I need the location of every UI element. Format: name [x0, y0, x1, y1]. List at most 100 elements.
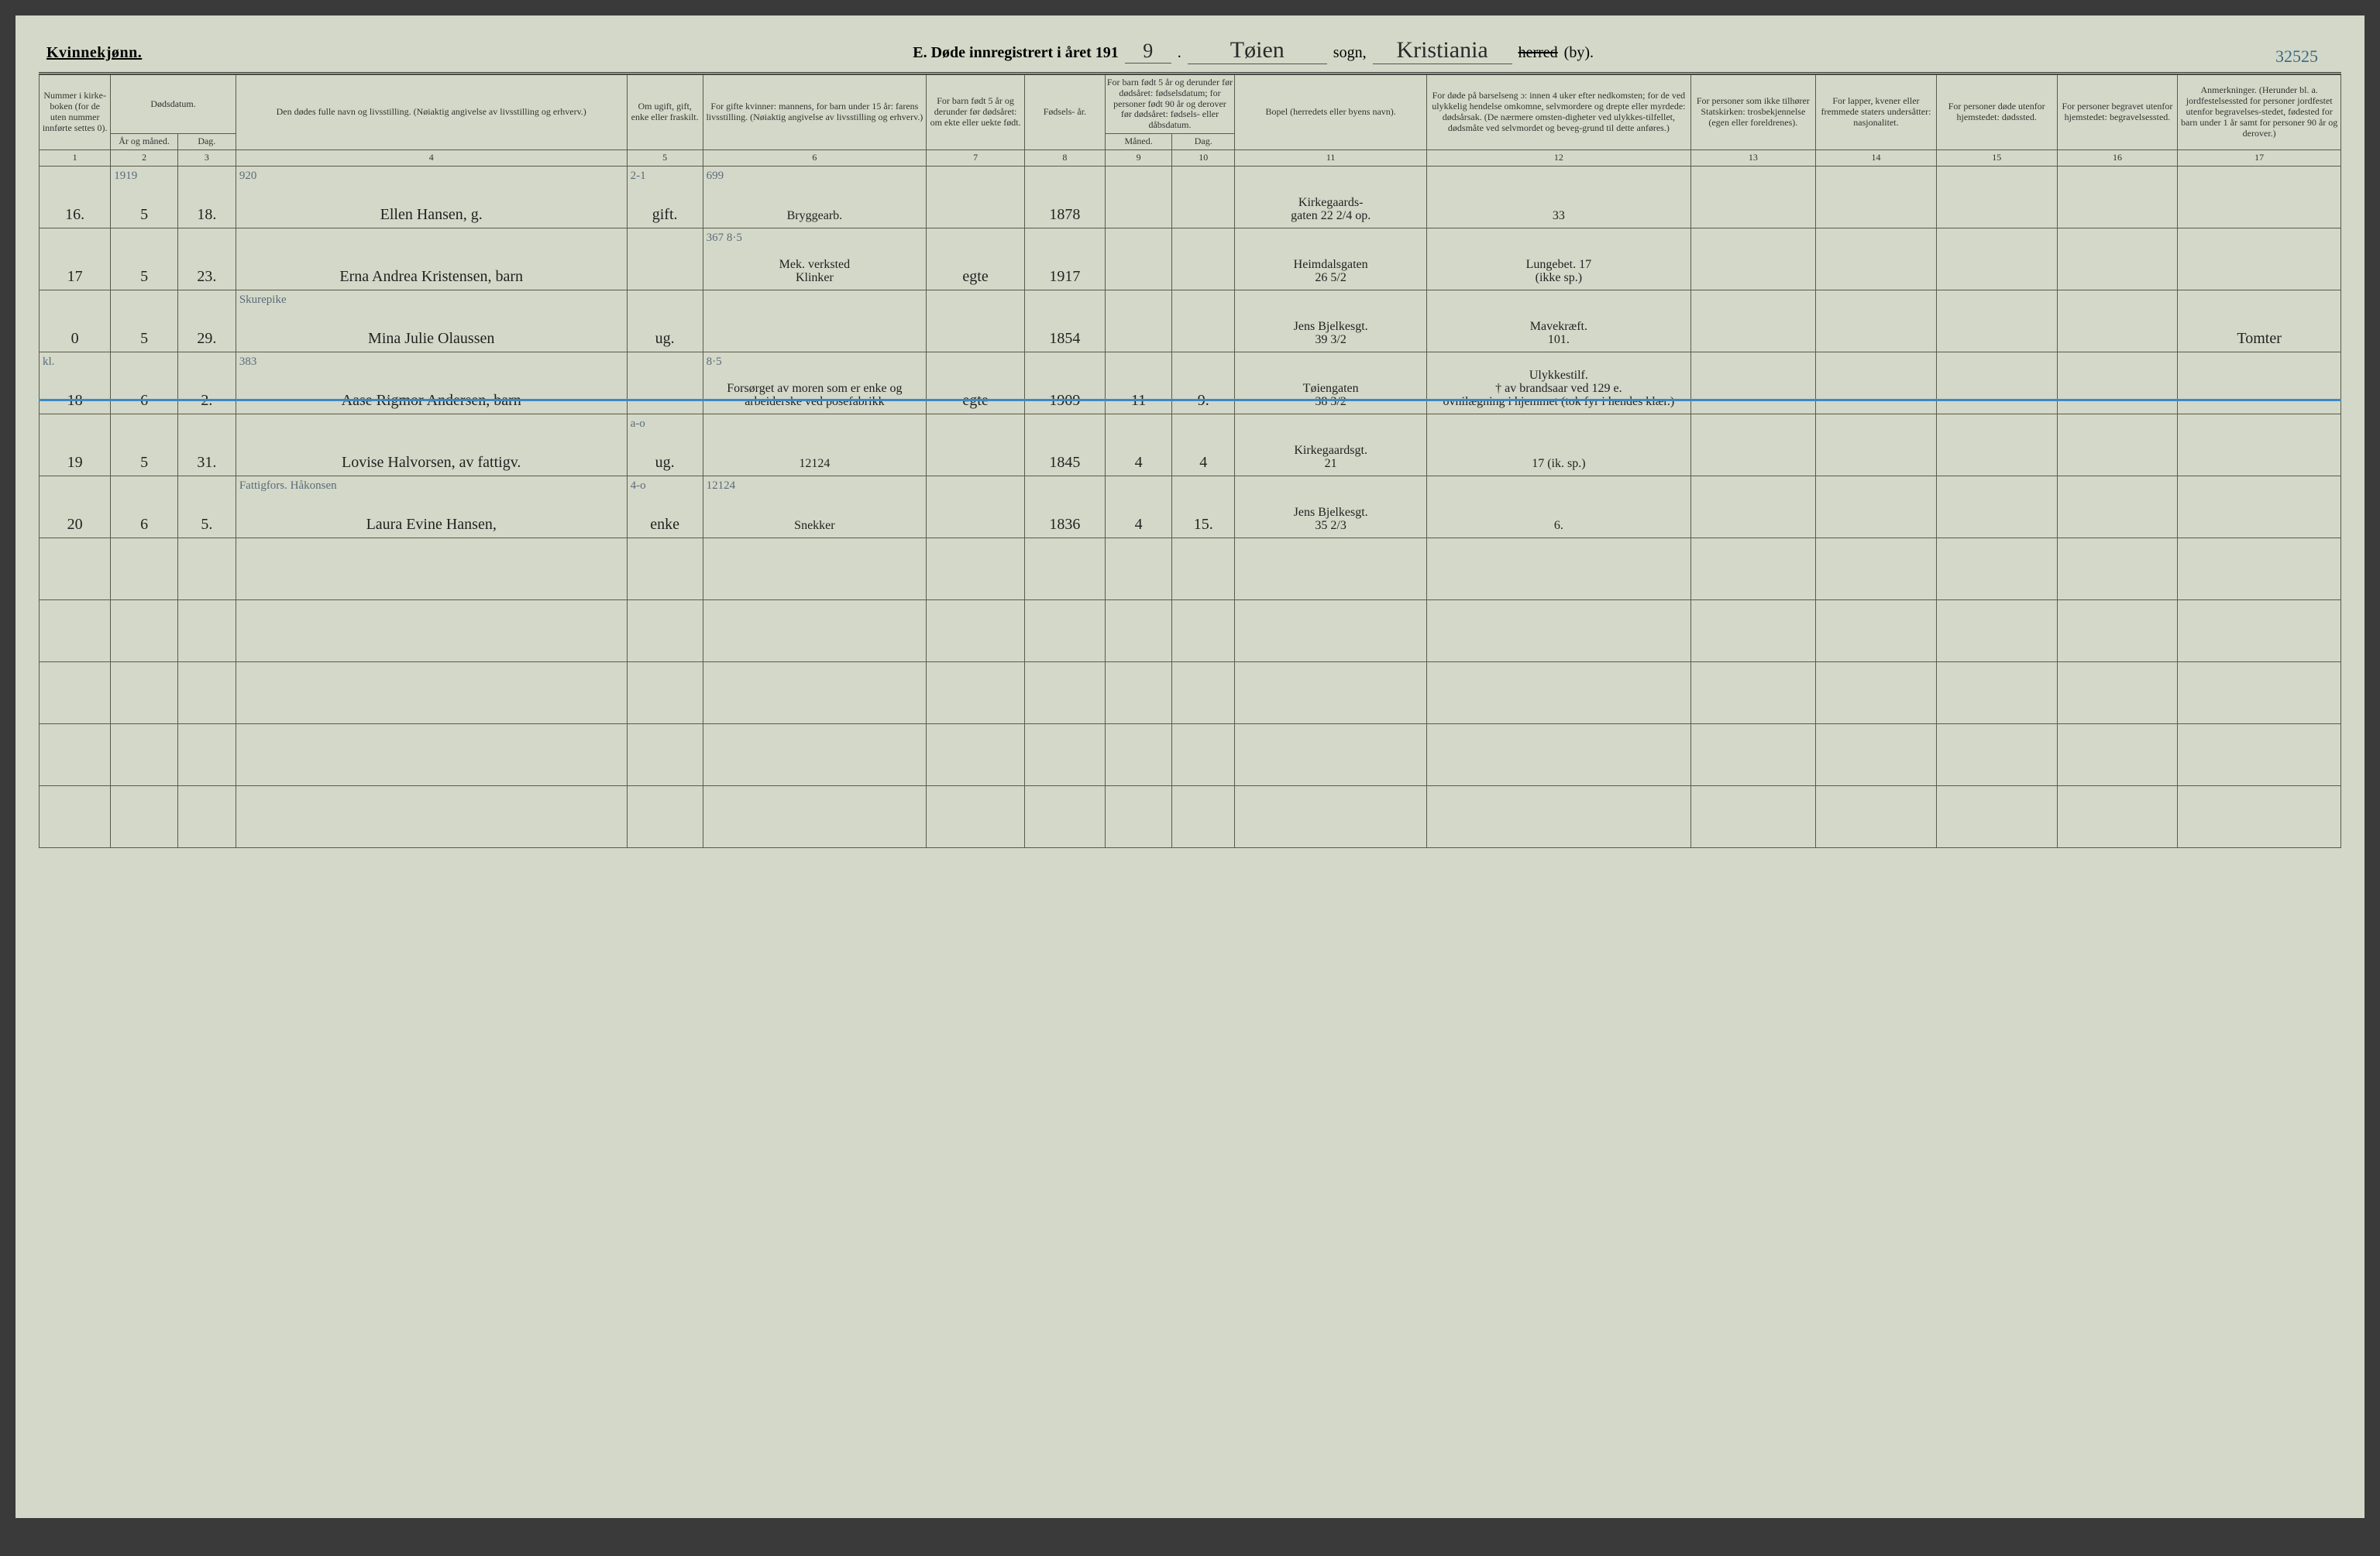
remarks [2178, 228, 2341, 290]
colnum: 13 [1690, 149, 1816, 166]
colnum: 12 [1427, 149, 1690, 166]
cause: Ulykkestilf. † av brandsaar ved 129 e. o… [1427, 352, 1690, 414]
birth-month [1105, 290, 1172, 352]
death-place [1936, 476, 2057, 538]
empty-cell [2178, 723, 2341, 785]
col-15: For personer døde utenfor hjemstedet: dø… [1936, 75, 2057, 150]
col-8: Fødsels- år. [1025, 75, 1106, 150]
empty-cell [2057, 785, 2178, 847]
empty-cell [927, 723, 1025, 785]
sogn-label: sogn, [1333, 44, 1367, 62]
col-5: Om ugift, gift, enke eller fraskilt. [627, 75, 703, 150]
residence: Tøiengaten 38 3/2 [1235, 352, 1427, 414]
empty-cell [236, 661, 627, 723]
empty-cell [40, 723, 111, 785]
parish: Tøien [1188, 37, 1327, 64]
colnum: 5 [627, 149, 703, 166]
district: Kristiania [1373, 37, 1512, 64]
empty-cell [2178, 785, 2341, 847]
empty-cell [1105, 599, 1172, 661]
empty-cell [236, 723, 627, 785]
col-4: Den dødes fulle navn og livsstilling. (N… [236, 75, 627, 150]
col-9a: Måned. [1105, 133, 1172, 149]
occupation: 12124 [703, 414, 926, 476]
name: 920Ellen Hansen, g. [236, 166, 627, 228]
empty-cell [927, 538, 1025, 599]
empty-cell [627, 599, 703, 661]
empty-cell [1025, 723, 1106, 785]
table-row: 16.1919518.920Ellen Hansen, g.2-1gift.69… [40, 166, 2341, 228]
remarks [2178, 414, 2341, 476]
year-suffix: 9 [1125, 40, 1171, 64]
empty-row [40, 661, 2341, 723]
table-row: 19531.Lovise Halvorsen, av fattigv.a-oug… [40, 414, 2341, 476]
birth-month: 11 [1105, 352, 1172, 414]
empty-row [40, 538, 2341, 599]
table-row: 0529.SkurepikeMina Julie Olaussenug.1854… [40, 290, 2341, 352]
empty-cell [1816, 723, 1937, 785]
empty-cell [927, 785, 1025, 847]
faith [1690, 228, 1816, 290]
col-1: Nummer i kirke- boken (for de uten numme… [40, 75, 111, 150]
colnum: 1 [40, 149, 111, 166]
table-row: kl.1862.383Aase Rigmor Andersen, barn8·5… [40, 352, 2341, 414]
empty-cell [1172, 785, 1235, 847]
register-page: 32525 Kvinnekjønn. E. Døde innregistrert… [15, 15, 2365, 1518]
nationality [1816, 414, 1937, 476]
colnum: 3 [177, 149, 236, 166]
column-numbers: 1234567891011121314151617 [40, 149, 2341, 166]
col-14: For lapper, kvener eller fremmede stater… [1816, 75, 1937, 150]
name: Erna Andrea Kristensen, barn [236, 228, 627, 290]
empty-cell [1235, 723, 1427, 785]
col-16: For personer begravet utenfor hjemstedet… [2057, 75, 2178, 150]
residence: Jens Bjelkesgt. 35 2/3 [1235, 476, 1427, 538]
empty-cell [1025, 785, 1106, 847]
empty-cell [40, 785, 111, 847]
death-day: 31. [177, 414, 236, 476]
empty-cell [177, 785, 236, 847]
death-month: 19195 [111, 166, 178, 228]
empty-cell [1427, 661, 1690, 723]
birth-day [1172, 166, 1235, 228]
colnum: 11 [1235, 149, 1427, 166]
legitimacy [927, 476, 1025, 538]
colnum: 4 [236, 149, 627, 166]
empty-cell [1025, 599, 1106, 661]
death-day: 2. [177, 352, 236, 414]
empty-cell [111, 723, 178, 785]
empty-cell [111, 785, 178, 847]
death-month: 5 [111, 290, 178, 352]
occupation: 12124Snekker [703, 476, 926, 538]
empty-cell [1172, 661, 1235, 723]
empty-cell [1105, 538, 1172, 599]
empty-cell [40, 599, 111, 661]
death-month: 5 [111, 414, 178, 476]
empty-cell [236, 785, 627, 847]
empty-cell [2178, 661, 2341, 723]
header: Kvinnekjønn. E. Døde innregistrert i åre… [39, 37, 2341, 64]
empty-cell [177, 661, 236, 723]
empty-cell [627, 661, 703, 723]
faith [1690, 414, 1816, 476]
occupation: 699Bryggearb. [703, 166, 926, 228]
burial-place [2057, 476, 2178, 538]
birth-month: 4 [1105, 414, 1172, 476]
empty-cell [1690, 661, 1816, 723]
empty-cell [177, 723, 236, 785]
death-place [1936, 228, 2057, 290]
empty-cell [236, 599, 627, 661]
empty-cell [1690, 538, 1816, 599]
empty-cell [1690, 599, 1816, 661]
colnum: 2 [111, 149, 178, 166]
faith [1690, 166, 1816, 228]
empty-cell [1816, 599, 1937, 661]
empty-cell [1427, 599, 1690, 661]
death-place [1936, 166, 2057, 228]
table-head: Nummer i kirke- boken (for de uten numme… [40, 75, 2341, 167]
marital-status [627, 352, 703, 414]
title-prefix: E. Døde innregistrert i året 191 [913, 44, 1119, 62]
cause: Lungebet. 17 (ikke sp.) [1427, 228, 1690, 290]
nationality [1816, 228, 1937, 290]
marital-status: 2-1gift. [627, 166, 703, 228]
colnum: 17 [2178, 149, 2341, 166]
